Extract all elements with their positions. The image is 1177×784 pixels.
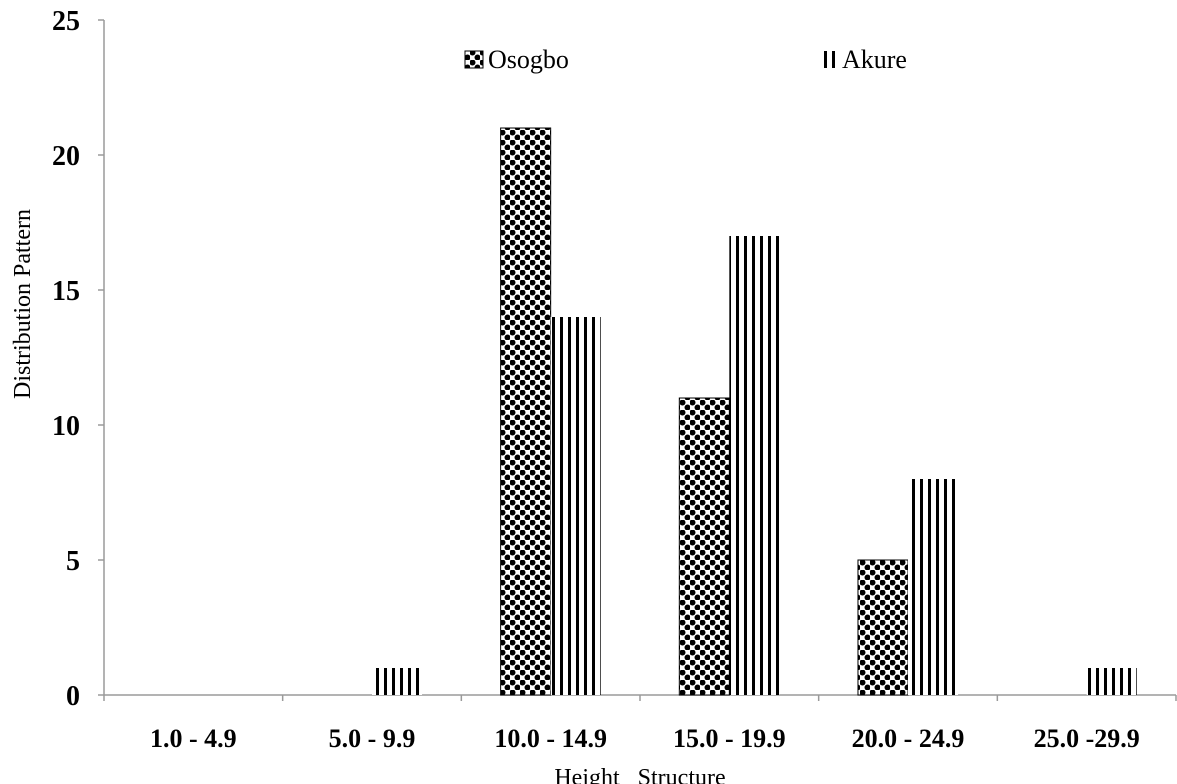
bar-akure-1 <box>372 668 423 695</box>
bar-akure-4 <box>908 479 959 695</box>
y-tick-label: 5 <box>66 546 80 577</box>
x-tick-label: 25.0 -29.9 <box>1034 724 1140 753</box>
y-tick-group: 0 5 10 15 20 25 <box>52 6 104 712</box>
x-tick-label: 1.0 - 4.9 <box>150 724 237 753</box>
bar-osogbo-4 <box>857 559 909 696</box>
y-tick-label: 10 <box>52 411 80 442</box>
bar-osogbo-3 <box>678 397 730 696</box>
x-tick-group: 1.0 - 4.9 5.0 - 9.9 10.0 - 14.9 15.0 - 19.9… <box>103 695 1177 753</box>
x-tick-label: 20.0 - 24.9 <box>852 724 965 753</box>
legend-label-osogbo: Osogbo <box>488 45 569 74</box>
legend-label-akure: Akure <box>842 45 907 74</box>
y-tick-label: 0 <box>66 681 80 712</box>
y-axis-title: Distribution Pattern <box>10 209 36 399</box>
x-axis-title: Height Structure <box>554 765 725 784</box>
bar-akure-3 <box>729 236 780 695</box>
y-tick-label: 25 <box>52 6 80 37</box>
bars-group <box>372 127 1137 696</box>
x-tick-label: 5.0 - 9.9 <box>329 724 416 753</box>
bar-osogbo-2 <box>500 127 552 696</box>
x-tick-label: 10.0 - 14.9 <box>494 724 607 753</box>
y-tick-label: 20 <box>52 141 80 172</box>
bar-akure-2 <box>550 317 601 695</box>
y-tick-label: 15 <box>52 276 80 307</box>
legend-swatch-osogbo <box>464 50 484 69</box>
x-tick-label: 15.0 - 19.9 <box>673 724 786 753</box>
bar-akure-5 <box>1086 668 1137 695</box>
legend-swatch-akure <box>823 51 837 68</box>
legend: Osogbo Akure <box>464 45 907 74</box>
